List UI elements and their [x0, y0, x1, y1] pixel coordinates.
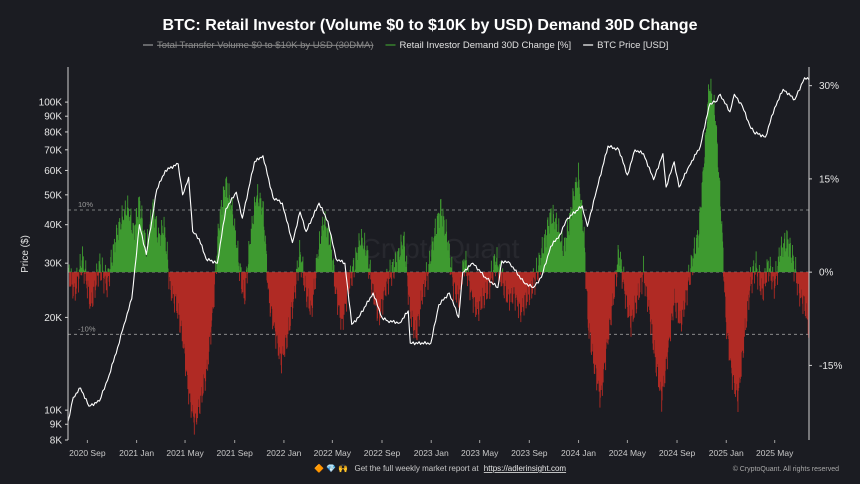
left-tick-label-1: 9K [50, 420, 63, 431]
demand-negative-bars [69, 272, 810, 435]
right-tick-label-2: 0% [819, 268, 834, 279]
footer-text: Get the full weekly market report at [355, 464, 480, 473]
price-series [67, 77, 810, 422]
footer-link[interactable]: https://adlerinsight.com [484, 464, 567, 473]
reference-label-2: -10% [78, 324, 96, 333]
reference-label-0: 10% [78, 200, 93, 209]
y-axis-label: Price ($) [20, 235, 31, 273]
left-tick-label-6: 50K [44, 190, 62, 201]
legend: Total Transfer Volume $0 to $10K by USD … [143, 40, 668, 51]
reference-lines: 10% -10% [68, 200, 809, 335]
x-tick-label-4: 2022 Jan [266, 448, 301, 458]
right-axis-ticks: 30% 15% 0% -15% [809, 81, 842, 372]
x-tick-label-2: 2021 May [166, 448, 204, 458]
x-tick-label-13: 2025 Jan [709, 448, 744, 458]
footer-icons: 🔶 💎 🙌 [314, 463, 348, 473]
left-tick-label-2: 10K [44, 406, 62, 417]
copyright: © CryptoQuant. All rights reserved [733, 465, 839, 473]
left-tick-label-3: 20K [44, 313, 62, 324]
x-tick-label-12: 2024 Sep [659, 448, 696, 458]
x-tick-label-14: 2025 May [756, 448, 794, 458]
legend-item-2[interactable]: BTC Price [USD] [597, 40, 668, 51]
x-tick-label-0: 2020 Sep [69, 448, 106, 458]
legend-item-1[interactable]: Retail Investor Demand 30D Change [%] [400, 40, 572, 51]
x-tick-label-5: 2022 May [314, 448, 352, 458]
chart-title: BTC: Retail Investor (Volume $0 to $10K … [163, 17, 698, 34]
x-tick-label-3: 2021 Sep [216, 448, 253, 458]
price-line [67, 77, 810, 422]
x-tick-label-9: 2023 Sep [511, 448, 548, 458]
left-tick-label-9: 80K [44, 127, 62, 138]
left-tick-label-7: 60K [44, 166, 62, 177]
left-tick-label-10: 90K [44, 112, 62, 123]
x-tick-label-6: 2022 Sep [364, 448, 401, 458]
demand-series [67, 78, 810, 435]
left-tick-label-0: 8K [50, 436, 63, 447]
x-tick-label-7: 2023 Jan [414, 448, 449, 458]
x-tick-label-8: 2023 May [461, 448, 499, 458]
x-axis-ticks: 2020 Sep 2021 Jan 2021 May 2021 Sep 2022 Jan… [69, 440, 794, 458]
left-axis-ticks: 8K 9K 10K 20K 30K 40K 50K 60K 70K 80K 90K 100K [39, 98, 68, 447]
left-tick-label-11: 100K [39, 98, 63, 109]
left-tick-label-4: 30K [44, 259, 62, 270]
left-tick-label-5: 40K [44, 220, 62, 231]
right-tick-label-3: -15% [819, 361, 842, 372]
right-tick-label-1: 15% [819, 174, 839, 185]
right-tick-label-0: 30% [819, 81, 839, 92]
footer-note: 🔶 💎 🙌 Get the full weekly market report … [314, 463, 566, 473]
x-tick-label-11: 2024 May [609, 448, 647, 458]
legend-item-0[interactable]: Total Transfer Volume $0 to $10K by USD … [157, 40, 374, 51]
left-tick-label-8: 70K [44, 145, 62, 156]
demand-positive-bars [67, 78, 797, 273]
x-tick-label-1: 2021 Jan [119, 448, 154, 458]
x-tick-label-10: 2024 Jan [561, 448, 596, 458]
